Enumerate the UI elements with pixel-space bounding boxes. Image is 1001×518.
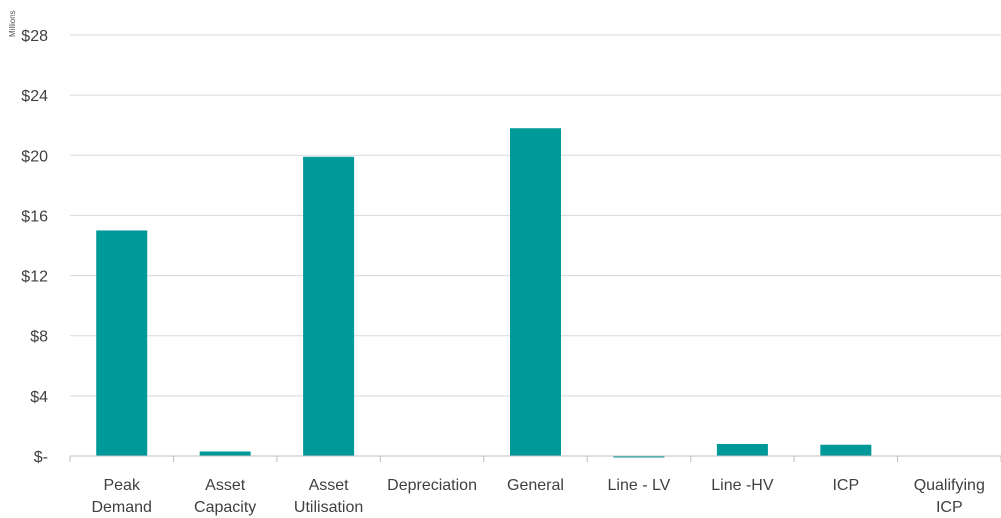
- bar: [613, 456, 665, 458]
- x-category-label: Qualifying: [914, 477, 985, 494]
- bar: [199, 451, 251, 456]
- bar: [303, 156, 355, 456]
- bar: [820, 444, 872, 456]
- x-category-label: Demand: [91, 499, 151, 516]
- x-category-label: Line - LV: [608, 477, 671, 494]
- x-category-label: Asset: [205, 477, 246, 494]
- y-tick-label: $12: [21, 269, 48, 286]
- bar: [510, 128, 561, 456]
- bars: [96, 128, 872, 458]
- bar: [96, 230, 148, 456]
- x-category-label: Depreciation: [387, 477, 477, 494]
- x-category-label: Asset: [309, 477, 350, 494]
- bar: [716, 443, 768, 456]
- y-tick-label: $20: [21, 148, 48, 165]
- x-axis-ticks: [69, 456, 1001, 462]
- x-category-label: Utilisation: [294, 499, 363, 516]
- x-axis-labels: Peak Demand Asset Capacity Asset Utilisation D…: [91, 477, 984, 516]
- y-tick-label: $4: [30, 389, 48, 406]
- y-tick-label: $28: [21, 28, 48, 45]
- x-category-label: Capacity: [194, 499, 256, 516]
- y-tick-label: $-: [34, 449, 48, 466]
- x-category-label: ICP: [832, 477, 859, 494]
- x-category-label: Peak: [103, 477, 140, 494]
- x-category-label: Line -HV: [711, 477, 774, 494]
- y-tick-label: $16: [21, 208, 48, 225]
- y-tick-label: $24: [21, 88, 48, 105]
- x-category-label: ICP: [936, 499, 963, 516]
- y-axis-ticks: $- $4 $8 $12 $16 $20 $24 $28: [21, 28, 48, 466]
- x-category-label: General: [507, 477, 564, 494]
- y-tick-label: $8: [30, 329, 48, 346]
- y-axis-unit-label: Millions: [8, 10, 17, 37]
